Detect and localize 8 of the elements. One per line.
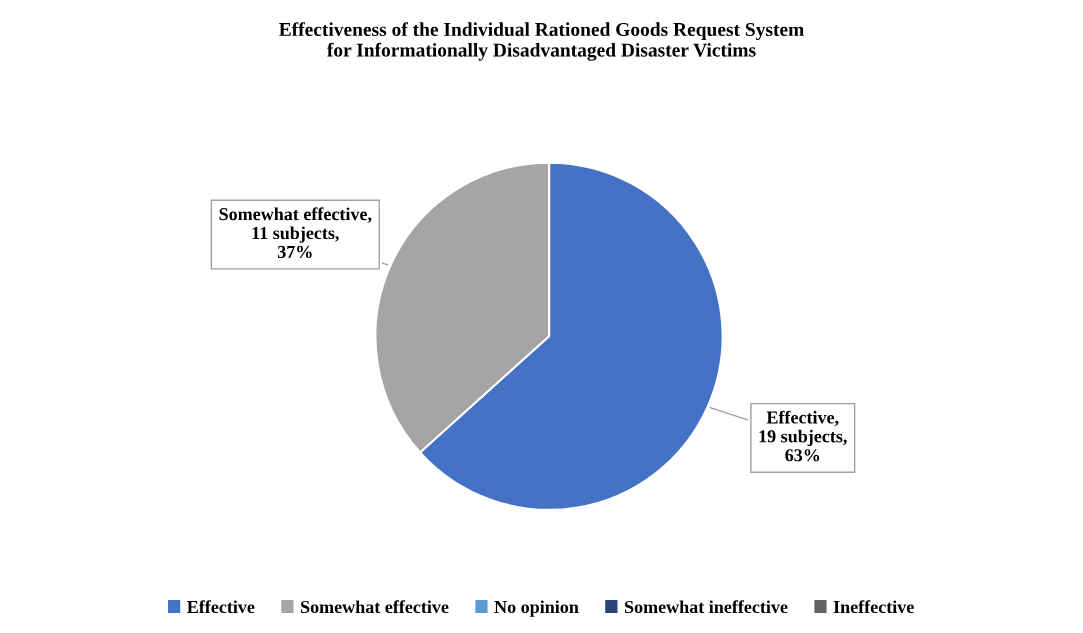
data-label: Somewhat effective, 11 subjects, 37% <box>219 207 372 259</box>
legend-label: Somewhat effective <box>301 600 449 614</box>
legend-label: Effective <box>187 600 255 614</box>
chart-title: Effectiveness of the Individual Rationed Goods Request System for Informationally Disadvantaged Disaster Victims <box>279 22 804 61</box>
data-label: Effective, 19 subjects, 63% <box>759 410 847 462</box>
legend-label: Somewhat ineffective <box>624 600 788 614</box>
legend-label: Ineffective <box>833 600 914 614</box>
legend-label: No opinion <box>494 600 579 617</box>
